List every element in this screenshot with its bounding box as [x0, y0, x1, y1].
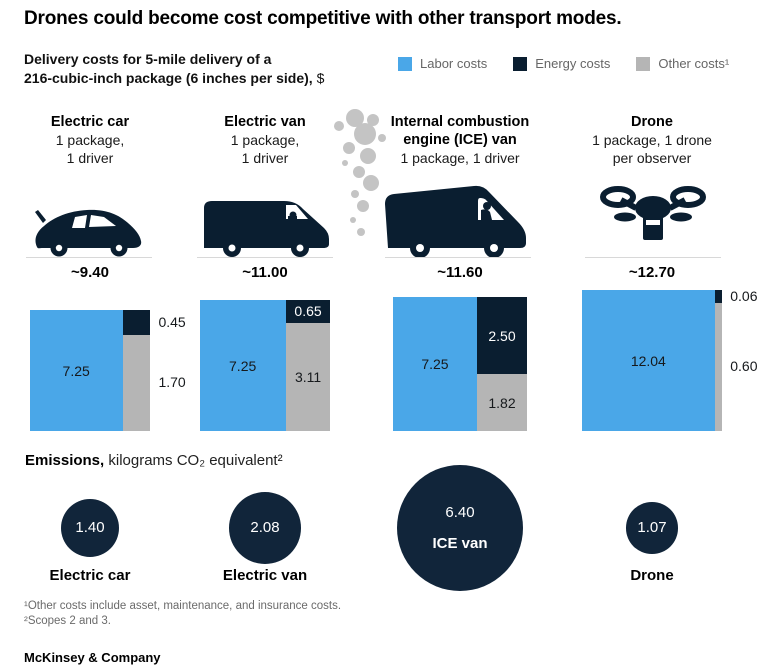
page-title: Drones could become cost competitive wit… — [24, 8, 622, 29]
emissions-bubble: 6.40 ICE van — [397, 465, 523, 591]
energy-segment: 2.50 — [476, 296, 528, 375]
mode-sub: 1 driver — [241, 150, 289, 166]
header-ice-van: Internal combustion engine (ICE) van 1 p… — [365, 113, 555, 167]
legend-label: Labor costs — [420, 56, 488, 71]
emissions-bubble: 2.08 — [229, 492, 301, 564]
labor-swatch-icon — [398, 56, 412, 71]
energy-swatch-icon — [513, 56, 528, 71]
labor-segment: 7.25 — [29, 310, 123, 431]
ice-van-icon — [385, 185, 526, 258]
legend-item-other: Other costs¹ — [636, 56, 729, 71]
emissions-bubble: 1.07 — [626, 502, 678, 554]
segment-value: 12.04 — [630, 352, 666, 369]
emissions-value: 6.40 — [445, 503, 475, 521]
drone-icon — [600, 186, 706, 240]
total-cost-electric-car: ~9.40 — [71, 264, 109, 281]
mode-name: Electric car — [50, 114, 130, 130]
energy-segment — [714, 290, 723, 304]
header-electric-van: Electric van 1 package, 1 driver — [170, 113, 360, 167]
emissions-heading-bold: Emissions, — [25, 452, 105, 469]
emissions-value: 1.07 — [637, 519, 667, 537]
emissions-heading: Emissions, kilograms CO₂ equivalent² — [25, 452, 283, 469]
total-cost-drone: ~12.70 — [628, 264, 676, 281]
segment-value: 1.82 — [488, 394, 516, 411]
segment-value: 7.25 — [421, 355, 449, 372]
emissions-mode-label: Electric van — [222, 567, 308, 584]
mode-sub: per observer — [612, 150, 692, 166]
energy-segment: 0.65 — [285, 300, 331, 323]
other-swatch-icon — [636, 56, 651, 71]
cost-bar: 12.04 0.06 0.60 — [581, 288, 758, 431]
ground-line — [385, 257, 531, 258]
mode-sub: 1 package, 1 driver — [400, 150, 520, 166]
emissions-mode-label: ICE van — [432, 534, 488, 552]
emissions-value: 1.40 — [75, 519, 105, 537]
other-segment — [122, 335, 151, 431]
segment-value: 2.50 — [488, 327, 516, 344]
header-drone: Drone 1 package, 1 drone per observer — [557, 113, 747, 167]
legend: Labor costs Energy costs Other costs¹ — [398, 56, 729, 71]
other-segment: 3.11 — [285, 322, 331, 431]
segment-value: 0.65 — [294, 303, 322, 320]
mode-sub: 1 package, — [230, 132, 300, 148]
footnote-1: ¹Other costs include asset, maintenance,… — [24, 600, 342, 612]
total-cost-ice-van: ~11.60 — [437, 264, 483, 281]
segment-value: 0.06 — [730, 287, 758, 304]
ground-line — [26, 257, 152, 258]
total-cost-electric-van: ~11.00 — [242, 264, 288, 281]
brand-logo: McKinsey & Company — [24, 650, 161, 665]
cost-bar: 7.25 0.45 1.70 — [29, 310, 186, 431]
other-segment — [714, 303, 723, 431]
legend-label: Other costs¹ — [658, 56, 730, 71]
electric-car-icon — [35, 209, 142, 257]
electric-van-icon — [204, 201, 329, 257]
mode-sub: 1 driver — [66, 150, 114, 166]
mode-name: Electric van — [224, 114, 306, 130]
segment-value: 0.60 — [730, 358, 758, 375]
mode-name: Drone — [631, 114, 673, 130]
legend-item-energy: Energy costs — [513, 56, 610, 71]
header-electric-car: Electric car 1 package, 1 driver — [0, 113, 185, 167]
ground-line — [197, 257, 333, 258]
segment-value: 7.25 — [229, 357, 257, 374]
segment-value: 7.25 — [62, 362, 90, 379]
subtitle-line1: Delivery costs for 5-mile delivery of a — [24, 51, 272, 67]
emissions-value: 2.08 — [250, 519, 280, 537]
segment-value: 0.45 — [158, 313, 186, 330]
emissions-bubble: 1.40 — [60, 498, 120, 558]
ground-line — [585, 257, 721, 258]
chart-subtitle: Delivery costs for 5-mile delivery of a … — [24, 50, 394, 88]
emissions-mode-label: Drone — [630, 567, 674, 584]
cost-bar: 7.25 0.65 3.11 — [199, 300, 331, 431]
other-segment: 1.82 — [476, 374, 528, 431]
subtitle-unit: $ — [316, 70, 325, 86]
exhaust-smoke-icon — [334, 109, 386, 236]
segment-value: 1.70 — [158, 374, 186, 391]
labor-segment: 12.04 — [581, 290, 715, 431]
emissions-mode-label: Electric car — [49, 567, 131, 584]
legend-item-labor: Labor costs — [398, 56, 487, 71]
mode-sub: 1 package, 1 drone — [592, 132, 712, 148]
emissions-heading-unit: kilograms CO₂ equivalent² — [104, 452, 283, 469]
footnote-2: ²Scopes 2 and 3. — [24, 615, 111, 627]
mode-name: Internal combustion — [390, 114, 530, 130]
energy-segment — [122, 310, 151, 336]
segment-value: 3.11 — [294, 368, 322, 385]
labor-segment: 7.25 — [392, 296, 477, 431]
subtitle-line2: 216-cubic-inch package (6 inches per sid… — [24, 70, 313, 86]
labor-segment: 7.25 — [199, 300, 286, 431]
cost-bar: 7.25 2.50 1.82 — [392, 296, 528, 431]
mode-name: engine (ICE) van — [403, 132, 517, 148]
legend-label: Energy costs — [535, 56, 611, 71]
mode-sub: 1 package, — [55, 132, 125, 148]
